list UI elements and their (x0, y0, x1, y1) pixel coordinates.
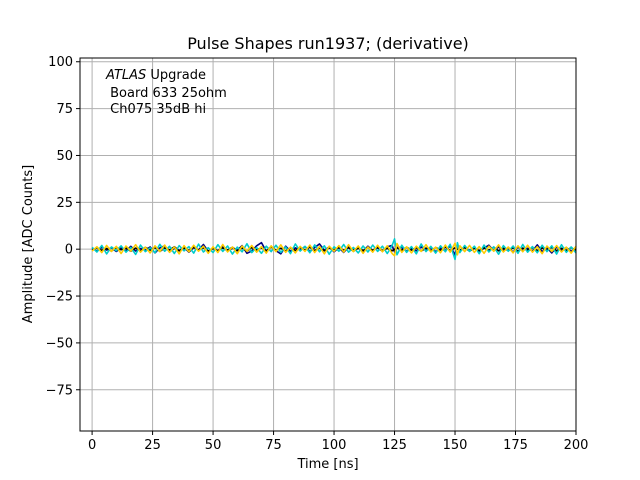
y-tick-label: 75 (56, 102, 73, 117)
annotation-line2: Board 633 25ohm (106, 86, 227, 101)
series-line-4 (91, 242, 577, 257)
series-layer (91, 238, 577, 261)
y-tick-label: 50 (56, 149, 73, 164)
x-tick-label: 175 (503, 438, 528, 453)
x-tick-label: 100 (322, 438, 347, 453)
x-tick-label: 200 (564, 438, 589, 453)
y-tick-label: −50 (46, 336, 73, 351)
atlas-label: ATLAS (105, 68, 146, 83)
chart-title: Pulse Shapes run1937; (derivative) (187, 34, 469, 53)
series-line-3 (91, 238, 577, 261)
annotation-line1: ATLAS Upgrade (105, 68, 206, 83)
y-tick-label: 0 (65, 243, 73, 258)
x-tick-label: 75 (265, 438, 282, 453)
plot-frame (79, 57, 577, 432)
y-axis-label: Amplitude [ADC Counts] (21, 165, 36, 323)
annotation-upgrade: Upgrade (146, 68, 206, 83)
y-tick-label: −25 (46, 290, 73, 305)
x-tick-label: 25 (144, 438, 161, 453)
x-tick-label: 50 (205, 438, 222, 453)
x-tick-label: 0 (88, 438, 96, 453)
y-tick-label: 25 (56, 196, 73, 211)
x-axis-label: Time [ns] (296, 457, 358, 472)
tick-layer: 0 25 50 75 100 125 150 175 200 100 75 50 25 0 −25 −50 −7… (46, 55, 589, 453)
y-tick-label: −75 (46, 383, 73, 398)
x-tick-label: 150 (443, 438, 468, 453)
x-tick-label: 125 (382, 438, 407, 453)
y-tick-label: 100 (48, 55, 73, 70)
annotation-line3: Ch075 35dB hi (106, 102, 206, 117)
